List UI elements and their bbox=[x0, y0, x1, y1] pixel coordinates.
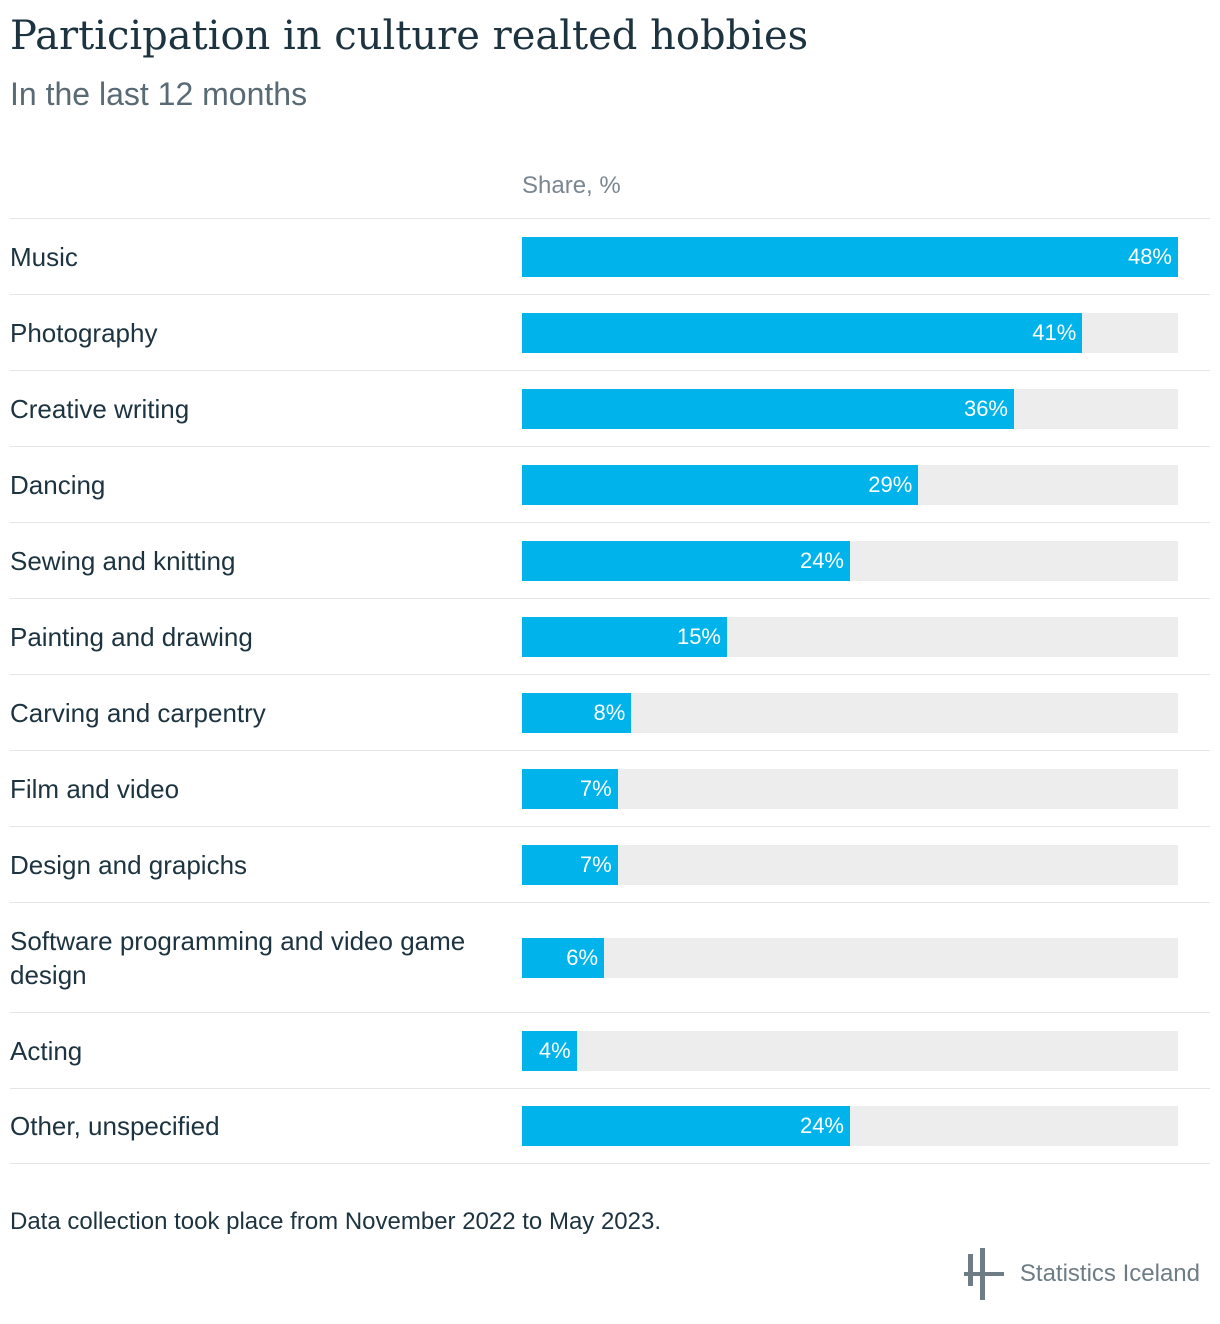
bar: 4% bbox=[522, 1030, 577, 1071]
chart-row: Design and grapichs 7% bbox=[10, 826, 1210, 902]
footnote: Data collection took place from November… bbox=[10, 1208, 662, 1235]
bar-track: 8% bbox=[522, 692, 1178, 733]
bar-track: 7% bbox=[522, 844, 1178, 885]
brand-name: Statistics Iceland bbox=[1019, 1260, 1200, 1287]
chart-row: Creative writing 36% bbox=[10, 370, 1210, 446]
bar: 41% bbox=[522, 312, 1083, 353]
value-label: 7% bbox=[579, 775, 612, 801]
value-label: 8% bbox=[593, 699, 626, 725]
bar-track: 15% bbox=[522, 616, 1178, 657]
category-label: Creative writing bbox=[10, 393, 190, 424]
value-label: 15% bbox=[676, 623, 721, 649]
chart-row: Painting and drawing 15% bbox=[10, 598, 1210, 674]
bar: 36% bbox=[522, 388, 1014, 429]
bar-track: 6% bbox=[522, 937, 1178, 978]
chart-row: Film and video 7% bbox=[10, 750, 1210, 826]
category-label: Dancing bbox=[10, 469, 106, 500]
category-label: Acting bbox=[10, 1035, 83, 1066]
axis-label: Share, % bbox=[522, 172, 621, 199]
value-label: 7% bbox=[579, 851, 612, 877]
category-label: Photography bbox=[10, 317, 158, 348]
chart-row: Other, unspecified 24% bbox=[10, 1088, 1210, 1164]
chart-row: Acting 4% bbox=[10, 1012, 1210, 1088]
bar-track: 41% bbox=[522, 312, 1178, 353]
value-label: 29% bbox=[868, 471, 913, 497]
bar: 15% bbox=[522, 616, 727, 657]
brand-logo[interactable]: Statistics Iceland bbox=[963, 1246, 1200, 1302]
chart-row: Sewing and knitting 24% bbox=[10, 522, 1210, 598]
category-label: Painting and drawing bbox=[10, 621, 253, 652]
bar-track: 7% bbox=[522, 768, 1178, 809]
value-label: 24% bbox=[799, 1113, 844, 1138]
value-label: 4% bbox=[538, 1037, 571, 1063]
bar-track: 29% bbox=[522, 464, 1178, 505]
chart-row: Software programming and video game desi… bbox=[10, 902, 1210, 1012]
category-label: Design and grapichs bbox=[10, 849, 248, 880]
bar-chart: Music 48% Photography 41% Creative writing 36… bbox=[10, 218, 1210, 1164]
chart-row: Music 48% bbox=[10, 218, 1210, 294]
category-label: Software programming and video game desi… bbox=[10, 925, 466, 990]
bar: 7% bbox=[522, 844, 618, 885]
bar: 29% bbox=[522, 464, 919, 505]
chart-title: Participation in culture realted hobbies bbox=[10, 13, 809, 59]
value-label: 41% bbox=[1032, 319, 1077, 345]
bar: 24% bbox=[522, 540, 850, 581]
bar: 24% bbox=[522, 1106, 850, 1146]
bar: 6% bbox=[522, 937, 604, 978]
value-label: 36% bbox=[963, 395, 1008, 421]
category-label: Other, unspecified bbox=[10, 1111, 220, 1141]
category-label: Music bbox=[10, 241, 78, 272]
bar: 7% bbox=[522, 768, 618, 809]
value-label: 6% bbox=[566, 944, 598, 970]
category-label: Carving and carpentry bbox=[10, 697, 266, 728]
chart-subtitle: In the last 12 months bbox=[10, 76, 308, 112]
category-label: Film and video bbox=[10, 773, 180, 804]
bar-track: 4% bbox=[522, 1030, 1178, 1071]
bar: 48% bbox=[522, 236, 1178, 277]
chart-row: Carving and carpentry 8% bbox=[10, 674, 1210, 750]
category-label: Sewing and knitting bbox=[10, 545, 236, 576]
bar-track: 24% bbox=[522, 1106, 1178, 1146]
chart-row: Dancing 29% bbox=[10, 446, 1210, 522]
bar-track: 24% bbox=[522, 540, 1178, 581]
value-label: 48% bbox=[1127, 243, 1172, 269]
statistics-iceland-logo-icon bbox=[963, 1248, 1004, 1300]
bar-track: 48% bbox=[522, 236, 1178, 277]
bar-track: 36% bbox=[522, 388, 1178, 429]
value-label: 24% bbox=[799, 547, 844, 573]
bar: 8% bbox=[522, 692, 632, 733]
chart-row: Photography 41% bbox=[10, 294, 1210, 370]
